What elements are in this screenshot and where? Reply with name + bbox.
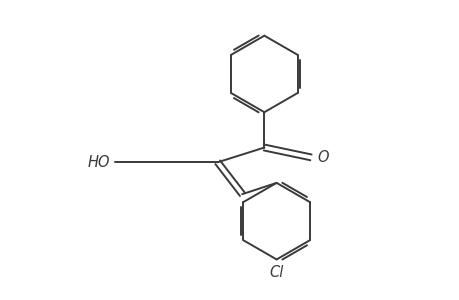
Text: HO: HO	[87, 155, 110, 170]
Text: Cl: Cl	[269, 265, 283, 280]
Text: O: O	[317, 150, 328, 165]
